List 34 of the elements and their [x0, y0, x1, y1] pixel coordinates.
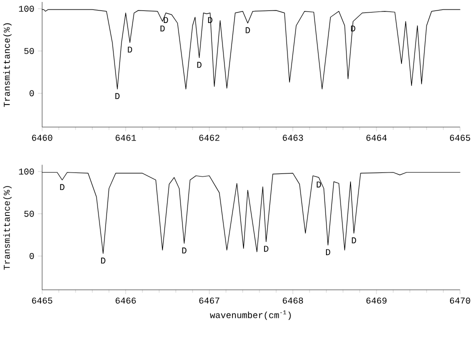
y-axis-title: Transmittance(%)	[3, 186, 12, 270]
annotation: D	[160, 25, 165, 32]
x-tick-label: 6467	[199, 297, 220, 304]
x-tick-label: 6470	[450, 297, 470, 304]
annotation: D	[197, 62, 202, 68]
annotation: D	[316, 181, 321, 188]
annotation: D	[128, 46, 132, 52]
annotation: D	[115, 92, 120, 99]
annotation: D	[60, 184, 64, 190]
y-axis-title: Transmittance(%)	[3, 23, 12, 107]
x-tick-label: 6469	[366, 297, 387, 304]
annotation: D	[326, 248, 330, 255]
annotation: D	[182, 247, 186, 254]
y-tick-label: 50	[24, 210, 34, 217]
y-tick-label: 100	[19, 6, 34, 12]
annotation: D	[246, 27, 250, 33]
x-tick-label: 6465	[450, 134, 470, 141]
x-tick-label: 6466	[116, 297, 136, 304]
y-tick-label: 0	[30, 252, 34, 259]
x-tick-label: 6468	[282, 297, 303, 304]
annotation: D	[164, 16, 168, 23]
y-tick-label: 100	[19, 168, 34, 174]
y-tick-label: 0	[30, 90, 34, 96]
y-tick-label: 50	[24, 48, 34, 54]
x-tick-label: 6461	[116, 134, 136, 141]
annotation: D	[352, 237, 356, 244]
x-axis-title: wavenumber(cm$^{-1}$)	[210, 310, 291, 320]
x-tick-label: 6463	[282, 134, 303, 141]
x-tick-label: 6464	[366, 134, 387, 141]
annotation: D	[264, 246, 268, 252]
x-tick-label: 6462	[199, 134, 220, 141]
x-tick-label: 6465	[32, 297, 52, 304]
x-tick-label: 6460	[32, 134, 52, 141]
annotation: D	[101, 257, 106, 264]
